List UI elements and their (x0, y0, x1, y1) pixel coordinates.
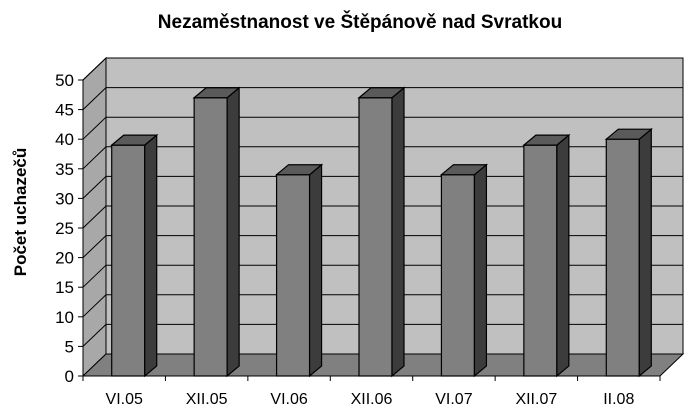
y-tick-label: 15 (55, 278, 74, 297)
bar-front (275, 174, 311, 377)
y-tick-label: 40 (55, 130, 74, 149)
y-tick-label: 10 (55, 308, 74, 327)
bar (604, 127, 653, 378)
bar-top (110, 134, 159, 146)
bar (522, 133, 571, 378)
bars (110, 86, 653, 378)
bar-top (439, 164, 489, 176)
x-tick-label: XII.05 (186, 391, 228, 408)
bar-top (604, 128, 653, 140)
gridlines (82, 57, 683, 347)
gridline (82, 205, 683, 229)
y-tick-label: 25 (55, 219, 74, 238)
bar-front (358, 97, 393, 377)
y-tick-label: 20 (55, 249, 74, 268)
gridline (82, 323, 683, 347)
x-tick-label: XII.06 (351, 391, 393, 408)
bar-top (522, 134, 571, 146)
bar-side (226, 86, 240, 378)
bar-front (111, 144, 146, 377)
bar (357, 86, 406, 378)
bar-top (192, 87, 241, 99)
y-tick-label: 30 (55, 189, 74, 208)
bar (192, 86, 241, 378)
bar-front (440, 174, 476, 377)
x-tick-label: VI.05 (106, 391, 143, 408)
x-axis-ticks: VI.05 XII.05 VI.06 XII.06 VI.07 XII.07 II.08 (82, 375, 661, 408)
gridline (82, 264, 683, 288)
y-axis-ticks: 0 5 10 15 20 25 30 35 40 45 50 (55, 71, 84, 386)
bar-top (357, 87, 406, 99)
bar-side (308, 163, 323, 378)
bar-front (523, 144, 558, 377)
bar-top (274, 164, 324, 176)
bar-side (144, 133, 158, 378)
bar (274, 163, 324, 378)
y-tick-label: 50 (55, 71, 74, 90)
bar (439, 163, 489, 378)
y-tick-label: 0 (65, 367, 74, 386)
x-tick-label: II.08 (603, 391, 634, 408)
y-tick-label: 5 (65, 337, 74, 356)
bar (110, 133, 159, 378)
bar-side (638, 127, 652, 378)
gridline (82, 57, 683, 81)
bar-side (473, 163, 488, 378)
x-tick-label: VI.07 (435, 391, 472, 408)
bar-front (193, 97, 228, 377)
gridline (82, 146, 683, 170)
y-tick-label: 35 (55, 160, 74, 179)
bar-side (391, 86, 405, 378)
gridline (82, 294, 683, 318)
bar-side (556, 133, 570, 378)
x-tick-label: VI.06 (270, 391, 307, 408)
bar-front (605, 138, 640, 377)
gridline (82, 87, 683, 110)
y-tick-label: 45 (55, 101, 74, 120)
y-axis-label: Počet uchazečů (11, 148, 30, 277)
gridline (82, 235, 683, 258)
chart-title: Nezaměstnanost ve Štěpánově nad Svratkou (158, 11, 562, 33)
gridline (82, 116, 683, 140)
gridline (82, 175, 683, 199)
x-tick-label: XII.07 (515, 391, 557, 408)
